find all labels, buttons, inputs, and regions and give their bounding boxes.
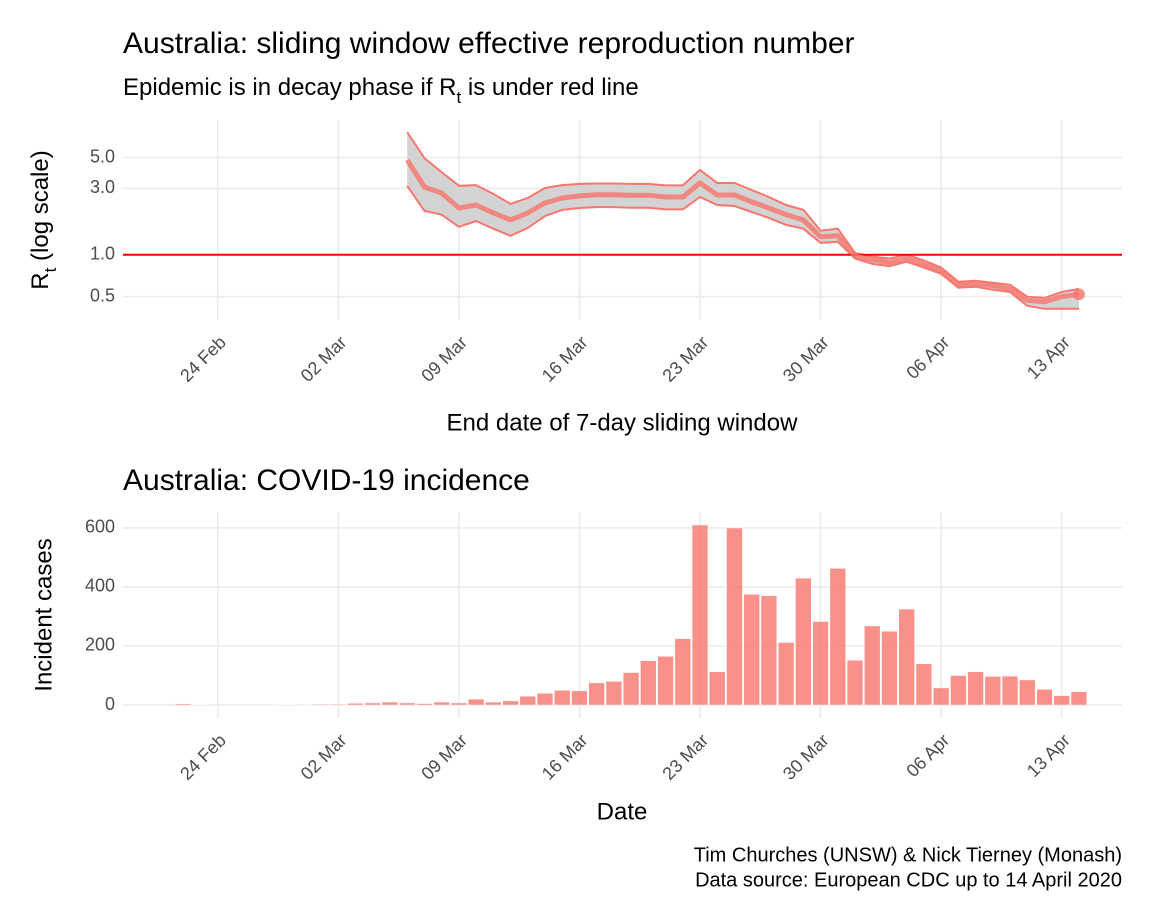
x-tick-label: 30 Mar	[779, 332, 833, 386]
y-tick-label: 600	[85, 517, 115, 537]
line	[405, 158, 1080, 305]
upper-line	[406, 131, 1080, 299]
bar	[915, 663, 933, 706]
x-tick-label: 16 Mar	[538, 730, 592, 784]
bar	[709, 671, 726, 706]
bar	[640, 660, 657, 706]
bar	[485, 701, 502, 706]
bar	[812, 621, 829, 706]
bar	[519, 695, 536, 706]
y-axis-title: Rt (log scale)	[27, 150, 60, 289]
x-tick-label: 16 Mar	[538, 332, 592, 386]
bar	[399, 702, 416, 706]
bar	[622, 672, 640, 706]
x-tick-label: 13 Apr	[1023, 332, 1074, 383]
bar	[932, 687, 950, 706]
bar	[571, 690, 588, 706]
chart-title: Australia: sliding window effective repr…	[123, 27, 855, 60]
bar	[898, 608, 915, 706]
bar	[347, 702, 364, 706]
y-tick-label: 200	[85, 635, 115, 655]
lower-line	[406, 185, 1079, 310]
y-tick-label: 0.5	[90, 285, 115, 305]
bar	[760, 595, 778, 706]
bar	[864, 625, 881, 706]
x-tick-label: 23 Mar	[658, 332, 712, 386]
caption: Tim Churches (UNSW) & Nick Tierney (Mona…	[694, 844, 1122, 866]
bar	[312, 703, 330, 706]
bar	[1053, 695, 1070, 706]
y-tick-label: 5.0	[90, 146, 115, 166]
bar	[175, 703, 192, 706]
x-tick-label: 30 Mar	[779, 730, 833, 784]
bar	[657, 656, 674, 706]
bar	[726, 527, 743, 706]
bar	[777, 642, 795, 706]
bar	[743, 594, 760, 706]
bar	[674, 638, 691, 706]
bar	[330, 703, 347, 706]
subtitle-part: Epidemic is in decay phase if R	[123, 74, 457, 101]
x-axis-title: Date	[597, 798, 648, 825]
bar	[588, 682, 605, 706]
chart-subtitle: Epidemic is in decay phase if Rt is unde…	[123, 74, 639, 107]
bar	[502, 700, 519, 706]
bar	[1036, 689, 1053, 706]
bar	[967, 671, 984, 706]
y-title-part: R	[27, 272, 54, 289]
x-tick-label: 23 Mar	[658, 730, 712, 784]
bar	[295, 704, 313, 706]
chart-title: Australia: COVID-19 incidence	[123, 464, 530, 497]
x-tick-label: 06 Apr	[902, 332, 953, 383]
bar	[1070, 691, 1088, 706]
bar	[846, 659, 864, 706]
bar	[829, 568, 846, 706]
bar	[1019, 679, 1036, 706]
y-tick-label: 0	[105, 694, 115, 714]
x-tick-label: 02 Mar	[297, 730, 351, 784]
bar	[795, 577, 812, 706]
bar	[364, 702, 381, 706]
end-point	[1072, 288, 1085, 301]
y-title-subscript: t	[41, 267, 60, 272]
x-tick-label: 06 Apr	[902, 730, 953, 781]
y-axis-title: Incident cases	[30, 538, 57, 691]
bar	[605, 681, 623, 706]
x-tick-label: 13 Apr	[1023, 730, 1074, 781]
x-tick-label: 09 Mar	[417, 332, 471, 386]
y-title-part: (log scale)	[27, 150, 54, 267]
x-tick-label: 24 Feb	[176, 730, 230, 784]
bar	[950, 675, 967, 706]
bar	[536, 692, 554, 706]
x-axis-title: End date of 7-day sliding window	[447, 409, 799, 436]
bar	[881, 630, 898, 706]
bar	[1001, 675, 1019, 706]
x-tick-label: 02 Mar	[297, 332, 351, 386]
subtitle-subscript: t	[457, 88, 462, 107]
caption: Data source: European CDC up to 14 April…	[695, 869, 1122, 891]
bar	[984, 676, 1001, 706]
bar	[416, 703, 433, 706]
y-tick-label: 400	[85, 576, 115, 596]
bar	[554, 690, 571, 706]
subtitle-part: is under red line	[461, 74, 638, 101]
x-tick-label: 24 Feb	[176, 332, 230, 386]
bar	[261, 704, 278, 706]
bar	[691, 524, 709, 706]
bar	[467, 698, 485, 706]
bar	[433, 701, 450, 706]
bar	[381, 701, 399, 706]
y-tick-label: 1.0	[90, 244, 115, 264]
y-tick-label: 3.0	[90, 177, 115, 197]
x-tick-label: 09 Mar	[417, 730, 471, 784]
bar	[450, 702, 468, 706]
